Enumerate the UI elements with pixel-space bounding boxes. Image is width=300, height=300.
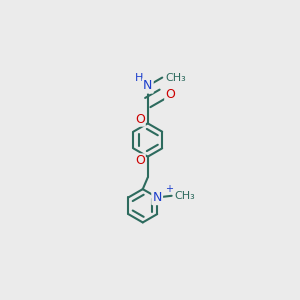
Text: O: O bbox=[135, 154, 145, 167]
Text: N: N bbox=[143, 80, 152, 92]
Text: N: N bbox=[152, 191, 162, 204]
Text: CH₃: CH₃ bbox=[175, 191, 195, 201]
Text: O: O bbox=[135, 113, 145, 126]
Text: CH₃: CH₃ bbox=[165, 73, 186, 82]
Text: +: + bbox=[165, 184, 173, 194]
Text: H: H bbox=[135, 73, 144, 82]
Text: O: O bbox=[165, 88, 175, 101]
